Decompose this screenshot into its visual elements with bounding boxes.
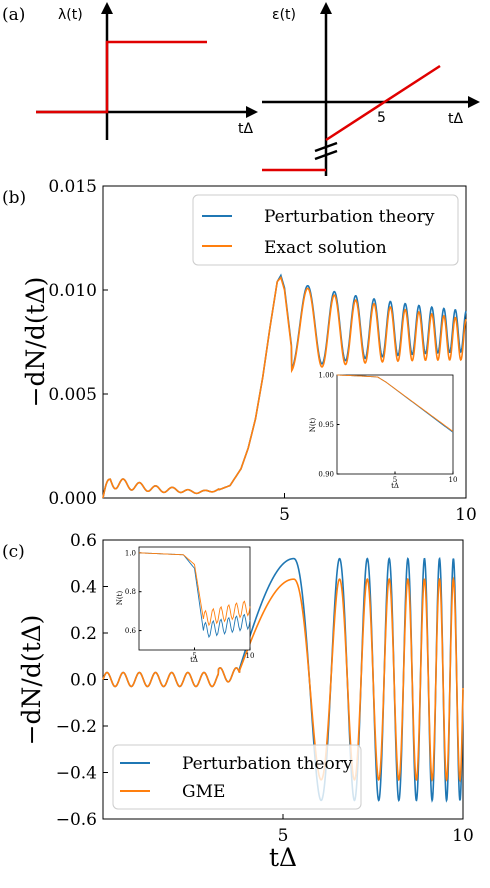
epsilon-y-arrow [320,2,332,14]
panel-b-series [102,273,467,499]
c-xtick-label: 5 [278,826,289,846]
epsilon-schematic: ε(t) tΔ 5 [262,2,480,176]
panel-c-ticks: 5 10 0.6 0.4 0.2 0.0 −0.2 −0.4 −0.6 [56,531,474,846]
c-inset-xtick-label: 10 [246,652,255,660]
c-series-gme [102,576,464,783]
panel-b-label: (b) [2,188,26,208]
lambda-schematic: λ(t) tΔ [36,2,258,140]
panel-a-label: (a) [2,5,25,25]
c-ytick-label: −0.6 [56,810,97,830]
panel-b-inset-ylabel: N(t) [309,418,317,433]
c-inset-xtick-label: 5 [192,652,196,660]
panel-c-inset-series [138,552,251,639]
b-xtick-label: 10 [455,505,477,525]
epsilon-xlabel: tΔ [448,111,463,127]
panel-a: (a) λ(t) tΔ ε(t) tΔ 5 [2,2,480,176]
epsilon-tick-5: 5 [377,110,386,126]
panel-c-inset: 5 10 0.6 0.8 1.0 N(t) tΔ [116,546,255,664]
b-ytick-label: 0.010 [48,281,97,301]
panel-c-ylabel: −dN/d(tΔ) [17,615,46,746]
lambda-step-curve [36,40,207,114]
panel-b-inset: 5 10 0.90 0.95 1.00 N(t) tΔ [309,372,457,491]
panel-b-legend-box [192,194,459,266]
legend-label-perturbation-c: Perturbation theory [182,754,353,774]
epsilon-x-arrow [468,96,480,108]
c-ytick-label: −0.4 [56,764,97,784]
b-inset-ytick-label: 0.95 [318,421,334,429]
c-inset-series-gme [138,552,251,627]
panel-c-inset-xlabel: tΔ [190,656,198,664]
axis-break-mark-2 [314,149,338,161]
panel-b-legend: Perturbation theory Exact solution [192,194,459,266]
panel-b-inset-frame [336,374,454,475]
b-inset-series-exact-solution [336,374,454,432]
legend-label-gme: GME [182,782,225,802]
c-inset-ytick-label: 0.6 [125,627,137,635]
c-inset-ytick-label: 1.0 [125,549,136,557]
panel-c-label: (c) [2,542,25,562]
panel-b-ticks: 5 10 0.000 0.005 0.010 0.015 [48,177,476,525]
panel-b: (b) 5 10 0.000 0.005 0.010 0.015 −dN/d(tΔ) Pe… [2,177,477,525]
epsilon-ramp [325,64,441,142]
c-ytick-label: 0.4 [70,578,97,598]
axis-break-mark-1 [314,141,338,153]
b-inset-ytick-label: 0.90 [318,471,334,479]
b-inset-xtick-label: 10 [449,476,458,484]
lambda-y-arrow [101,2,113,14]
c-ytick-label: 0.2 [70,624,97,644]
b-ytick-label: 0.000 [48,489,97,509]
legend-label-exact: Exact solution [264,238,387,258]
lambda-ylabel: λ(t) [58,7,83,23]
c-ytick-label: 0.6 [70,531,97,551]
c-inset-ytick-label: 0.8 [125,588,136,596]
b-series-exact-solution [102,275,467,499]
panel-c-inset-frame [138,546,251,651]
panel-b-inset-series [336,374,454,433]
b-inset-ytick-label: 1.00 [318,372,334,380]
b-ytick-label: 0.015 [48,177,97,197]
lambda-xlabel: tΔ [238,121,253,137]
b-ytick-label: 0.005 [48,385,97,405]
b-xtick-label: 5 [279,505,290,525]
panel-b-ylabel: −dN/d(tΔ) [21,277,50,408]
c-ytick-label: −0.2 [56,717,97,737]
panel-c-xlabel: tΔ [269,843,297,872]
panel-c-legend-box [112,744,362,810]
c-xtick-label: 10 [452,826,474,846]
lambda-x-arrow [246,106,258,118]
legend-label-perturbation-b: Perturbation theory [264,207,435,227]
c-ytick-label: 0.0 [70,671,97,691]
panel-c-series [102,556,464,803]
panel-c-legend: Perturbation theory GME [112,744,362,810]
panel-b-inset-xlabel: tΔ [391,482,399,490]
epsilon-ylabel: ε(t) [272,7,296,23]
panel-c: (c) 5 10 0.6 0.4 0.2 0.0 −0.2 −0.4 −0.6 −dN/d(tΔ… [2,531,474,872]
panel-c-inset-ylabel: N(t) [116,591,124,606]
b-inset-xtick-label: 5 [393,476,397,484]
